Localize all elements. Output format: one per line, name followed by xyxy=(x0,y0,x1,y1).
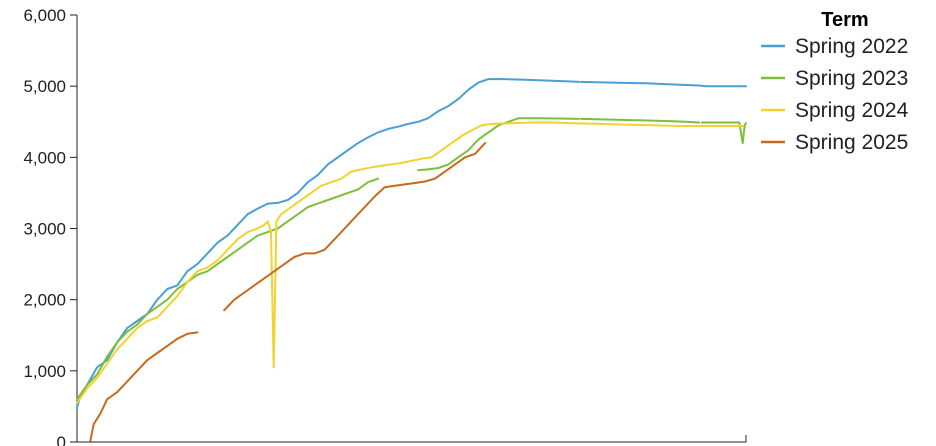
legend-title: Term xyxy=(821,9,868,31)
legend-label: Spring 2022 xyxy=(795,35,908,58)
series-spring-2023 xyxy=(76,117,747,401)
y-axis: 0 1,000 2,000 3,000 4,000 5,000 6,000 xyxy=(23,6,78,446)
legend-label: Spring 2024 xyxy=(795,99,909,122)
legend-label: Spring 2023 xyxy=(795,67,908,90)
legend-item[interactable]: Spring 2023 xyxy=(761,67,908,90)
y-tick-label: 6,000 xyxy=(23,6,66,25)
legend-item[interactable]: Spring 2025 xyxy=(761,131,908,154)
legend-item[interactable]: Spring 2024 xyxy=(761,99,909,122)
y-tick-label: 3,000 xyxy=(23,220,66,239)
legend-items: Spring 2022 Spring 2023 Spring 2024 Spring … xyxy=(761,35,909,154)
series-line-segment xyxy=(76,78,580,409)
series-spring-2025 xyxy=(89,142,487,442)
series-line-segment xyxy=(76,121,744,404)
series-line-segment xyxy=(89,331,199,442)
y-tick-label: 0 xyxy=(57,433,66,446)
series-line-segment xyxy=(76,177,380,401)
legend-item[interactable]: Spring 2022 xyxy=(761,35,908,58)
series-line-segment xyxy=(579,80,747,88)
x-axis xyxy=(77,435,747,443)
y-tick-label: 4,000 xyxy=(23,148,66,167)
series-line-segment xyxy=(223,142,487,312)
series-line-segment xyxy=(417,117,580,172)
legend-label: Spring 2025 xyxy=(795,131,908,154)
series-line-segment xyxy=(579,117,701,124)
y-tick-label: 1,000 xyxy=(23,362,66,381)
series-line-segment xyxy=(700,121,747,145)
series-spring-2022 xyxy=(76,78,747,409)
plot-area xyxy=(76,78,747,442)
series-spring-2024 xyxy=(76,121,744,404)
y-tick-label: 5,000 xyxy=(23,77,66,96)
y-tick-label: 2,000 xyxy=(23,291,66,310)
